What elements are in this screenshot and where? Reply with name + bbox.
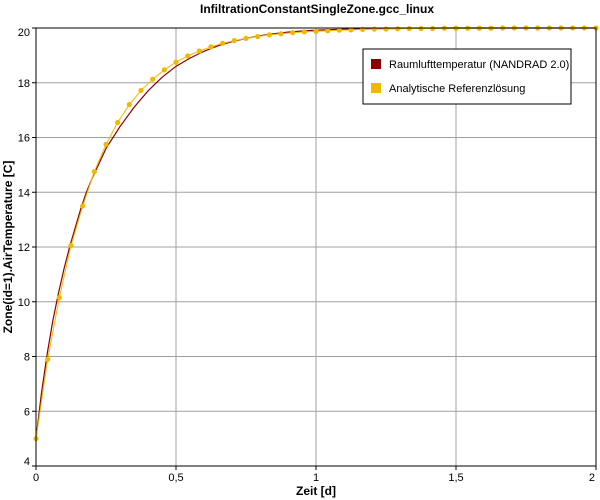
series-point	[68, 243, 74, 249]
legend-swatch-analytic	[371, 83, 381, 93]
y-tick-label: 6	[24, 406, 30, 418]
series-point	[371, 26, 377, 32]
y-tick-label: 4	[24, 456, 30, 468]
tick-labels: 0 0,5 1 1,5 2 4 6 8 10 12 14 16 18 20	[18, 27, 597, 484]
legend-label-nandrad: Raumlufttemperatur (NANDRAD 2.0)	[389, 59, 569, 71]
series-point	[243, 35, 249, 42]
y-tick-label: 14	[18, 187, 30, 199]
x-tick-label: 1,5	[448, 472, 463, 484]
series-point	[161, 67, 167, 73]
series-point	[138, 87, 144, 94]
series-point	[278, 31, 284, 37]
x-tick-label: 0,5	[168, 472, 183, 484]
legend: Raumlufttemperatur (NANDRAD 2.0) Analyti…	[362, 48, 572, 105]
series-point	[336, 27, 342, 33]
y-tick-label: 20	[18, 27, 30, 39]
series-point	[220, 40, 226, 46]
x-tick-label: 2	[589, 472, 595, 484]
series-line-0	[35, 27, 596, 439]
y-tick-label: 8	[24, 352, 30, 364]
series-point	[173, 59, 179, 65]
y-tick-label: 16	[18, 133, 30, 145]
series-point	[383, 26, 389, 32]
series-point	[103, 141, 109, 147]
x-axis-label: Zeit [d]	[296, 484, 336, 498]
series-point	[255, 33, 261, 40]
y-tick-label: 10	[18, 297, 30, 309]
series-point	[301, 29, 307, 35]
series-point	[126, 102, 132, 108]
series-point	[406, 25, 412, 32]
series-point	[266, 32, 272, 38]
series-point	[91, 169, 97, 175]
series-point	[196, 48, 202, 54]
legend-box	[362, 48, 572, 105]
y-tick-label: 18	[18, 78, 30, 90]
y-axis-label: Zone(id=1).AirTemperature [C]	[1, 161, 15, 334]
series-point	[208, 44, 214, 50]
series-point	[185, 53, 191, 59]
y-tick-label: 12	[18, 242, 30, 254]
series-point	[313, 28, 319, 34]
series-point	[45, 356, 51, 362]
series-point	[395, 26, 401, 32]
legend-label-analytic: Analytische Referenzlösung	[389, 83, 525, 95]
series-point	[430, 25, 436, 32]
series-point	[348, 27, 354, 33]
series-point	[115, 119, 121, 126]
series-point	[418, 25, 424, 32]
x-tick-label: 0	[33, 472, 39, 484]
chart-title: InfiltrationConstantSingleZone.gcc_linux	[200, 2, 434, 16]
series-point	[150, 76, 156, 82]
series-point	[231, 37, 237, 44]
series-point	[56, 295, 62, 301]
series-point	[325, 28, 331, 34]
legend-swatch-nandrad	[371, 59, 381, 69]
x-tick-label: 1	[313, 472, 319, 484]
series-point	[80, 203, 86, 209]
series-point	[290, 30, 296, 36]
